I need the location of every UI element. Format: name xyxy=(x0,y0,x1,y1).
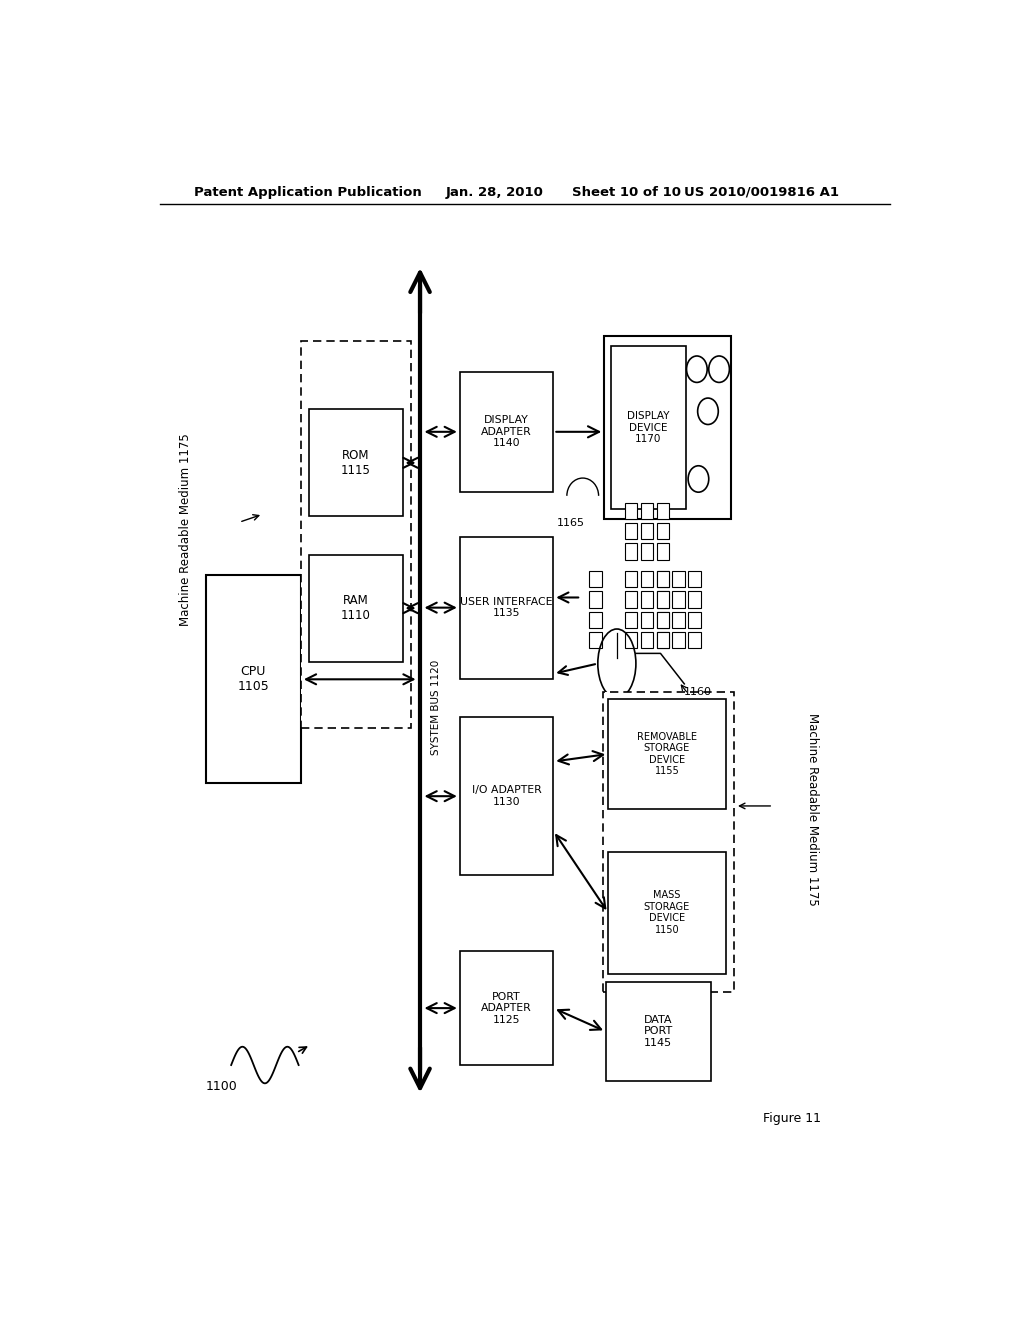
Bar xyxy=(688,572,701,587)
Bar xyxy=(641,503,653,519)
Text: ROM
1115: ROM 1115 xyxy=(341,449,371,477)
Bar xyxy=(604,337,731,519)
Bar xyxy=(589,611,602,628)
Text: CPU
1105: CPU 1105 xyxy=(238,665,269,693)
Bar xyxy=(206,576,301,784)
Bar xyxy=(641,611,653,628)
Bar xyxy=(673,632,685,648)
Text: USER INTERFACE
1135: USER INTERFACE 1135 xyxy=(461,597,553,619)
Text: DATA
PORT
1145: DATA PORT 1145 xyxy=(643,1015,673,1048)
Bar xyxy=(656,523,670,540)
Text: 1160: 1160 xyxy=(684,686,713,697)
Bar xyxy=(688,591,701,607)
Bar xyxy=(625,544,638,560)
Text: 1165: 1165 xyxy=(557,519,585,528)
Text: DISPLAY
ADAPTER
1140: DISPLAY ADAPTER 1140 xyxy=(481,416,531,449)
Bar xyxy=(656,503,670,519)
Bar xyxy=(656,544,670,560)
Bar xyxy=(460,952,553,1065)
Bar xyxy=(673,611,685,628)
Text: Jan. 28, 2010: Jan. 28, 2010 xyxy=(445,186,544,199)
Bar xyxy=(656,572,670,587)
Text: US 2010/0019816 A1: US 2010/0019816 A1 xyxy=(684,186,839,199)
Bar xyxy=(309,554,402,661)
Bar xyxy=(625,503,638,519)
Bar xyxy=(589,632,602,648)
Bar xyxy=(608,700,726,809)
Bar xyxy=(673,572,685,587)
Bar xyxy=(608,851,726,974)
Bar xyxy=(641,591,653,607)
Bar xyxy=(301,342,411,727)
Text: Machine Readable Medium 1175: Machine Readable Medium 1175 xyxy=(806,713,818,906)
Bar xyxy=(602,692,733,991)
Text: I/O ADAPTER
1130: I/O ADAPTER 1130 xyxy=(472,785,542,807)
Bar xyxy=(460,536,553,678)
Bar xyxy=(460,372,553,492)
Text: MASS
STORAGE
DEVICE
1150: MASS STORAGE DEVICE 1150 xyxy=(644,890,690,935)
Bar xyxy=(641,572,653,587)
Bar xyxy=(641,544,653,560)
Text: DISPLAY
DEVICE
1170: DISPLAY DEVICE 1170 xyxy=(627,411,670,445)
Bar xyxy=(641,632,653,648)
Bar xyxy=(656,591,670,607)
Bar xyxy=(656,591,670,607)
Bar xyxy=(641,523,653,540)
Bar xyxy=(589,591,602,607)
Bar xyxy=(656,572,670,587)
Bar xyxy=(656,632,670,648)
Bar xyxy=(625,523,638,540)
Bar xyxy=(656,632,670,648)
Bar xyxy=(610,346,686,510)
Bar xyxy=(656,611,670,628)
Text: Patent Application Publication: Patent Application Publication xyxy=(194,186,422,199)
Text: Machine Readable Medium 1175: Machine Readable Medium 1175 xyxy=(179,433,193,626)
Bar xyxy=(625,591,638,607)
Bar xyxy=(673,591,685,607)
Bar xyxy=(460,718,553,875)
Text: SYSTEM BUS 1120: SYSTEM BUS 1120 xyxy=(431,660,441,755)
Text: Figure 11: Figure 11 xyxy=(763,1113,821,1126)
Bar xyxy=(688,611,701,628)
Bar xyxy=(625,572,638,587)
Bar xyxy=(625,611,638,628)
Bar xyxy=(656,611,670,628)
Text: RAM
1110: RAM 1110 xyxy=(341,594,371,622)
Text: REMOVABLE
STORAGE
DEVICE
1155: REMOVABLE STORAGE DEVICE 1155 xyxy=(637,731,697,776)
Bar xyxy=(606,982,711,1081)
Bar xyxy=(589,572,602,587)
Bar xyxy=(625,632,638,648)
Bar xyxy=(688,632,701,648)
Text: PORT
ADAPTER
1125: PORT ADAPTER 1125 xyxy=(481,991,531,1024)
Text: 1100: 1100 xyxy=(206,1080,238,1093)
Text: Sheet 10 of 10: Sheet 10 of 10 xyxy=(572,186,681,199)
Bar xyxy=(309,409,402,516)
